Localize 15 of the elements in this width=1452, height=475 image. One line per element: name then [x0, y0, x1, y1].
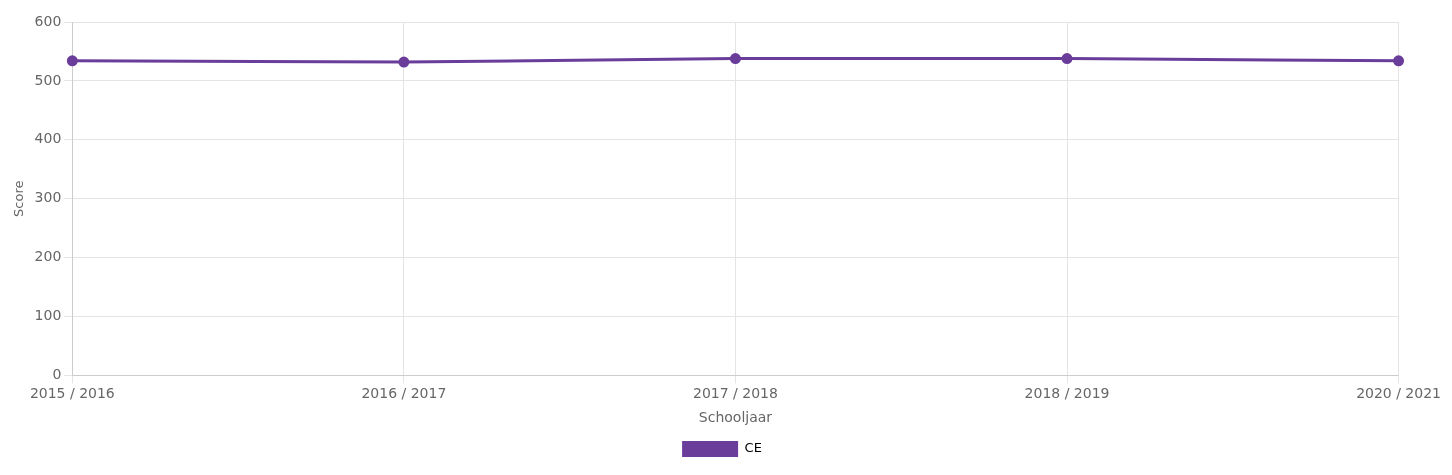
x-axis-title: Schooljaar [698, 409, 773, 426]
y-tick-label: 300 [34, 189, 62, 206]
y-tick-label: 600 [34, 12, 62, 29]
x-tick-label: 2020 / 2021 [1356, 385, 1441, 402]
y-tick-label: 200 [34, 248, 62, 265]
y-axis-title: Score [11, 180, 27, 217]
y-tick-label: 400 [34, 130, 62, 147]
x-tick-label: 2015 / 2016 [29, 385, 115, 402]
y-tick-label: 500 [34, 71, 62, 88]
legend-label: CE [744, 440, 762, 456]
x-tick-label: 2016 / 2017 [361, 385, 447, 402]
x-tick-label: 2017 / 2018 [693, 385, 778, 402]
x-tick-label: 2018 / 2019 [1024, 385, 1110, 402]
y-tick-label: 100 [34, 307, 62, 324]
y-tick-label: 0 [52, 366, 62, 383]
